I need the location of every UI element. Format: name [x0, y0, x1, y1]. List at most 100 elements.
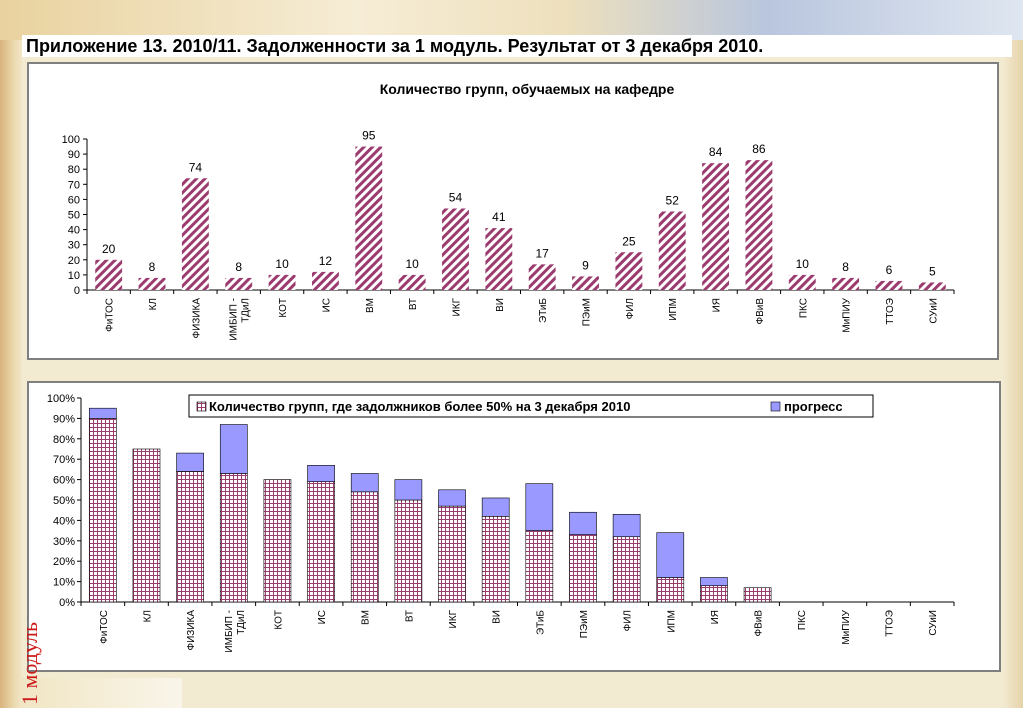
x-tick-label: КОТ	[278, 298, 289, 318]
x-tick-label: КОТ	[273, 610, 284, 630]
bar-debts	[263, 479, 292, 603]
x-tick-label: ВИ	[495, 298, 506, 312]
data-label: 25	[622, 234, 636, 248]
legend-box	[188, 394, 874, 418]
x-tick-label: ЭТиБ	[538, 298, 549, 323]
bar-debts	[219, 473, 248, 603]
x-tick-label: ПЭиМ	[579, 610, 590, 638]
bar-debts	[700, 585, 728, 603]
bar-debts	[394, 499, 423, 603]
y-tick-label: 10	[68, 270, 80, 282]
x-tick-label-line: ФИЗИКА	[191, 298, 202, 339]
x-tick-label-line: КЛ	[142, 610, 153, 622]
bar	[181, 178, 209, 290]
data-label: 10	[275, 257, 289, 271]
x-tick-label: ФиТОС	[99, 610, 110, 644]
bar	[485, 228, 513, 290]
data-label: 41	[492, 210, 506, 224]
bar-progress	[307, 465, 335, 482]
bar	[745, 160, 773, 290]
page-title: Приложение 13. 2010/11. Задолженности за…	[26, 36, 764, 56]
legend: Количество групп, где задолжников более …	[188, 394, 874, 418]
x-tick-label-line: ФИЗИКА	[186, 610, 197, 651]
data-label: 10	[796, 257, 810, 271]
bar-progress	[569, 511, 597, 535]
bar	[138, 277, 166, 290]
x-tick-label: ФВиВ	[754, 610, 765, 637]
bar-debts	[88, 418, 117, 603]
x-tick-label: ИПМ	[668, 298, 679, 321]
legend-label-progress: прогресс	[784, 399, 843, 414]
x-tick-label: ВМ	[361, 610, 372, 625]
bar-progress	[350, 473, 379, 493]
x-tick-label-line: ИКГ	[448, 609, 459, 628]
x-tick-label: КЛ	[142, 610, 153, 622]
bar-progress	[481, 497, 510, 517]
x-tick-label-line: ФВиВ	[754, 610, 765, 637]
bar-progress	[219, 424, 248, 474]
x-tick-label: СУиИ	[928, 298, 939, 324]
bar-progress	[88, 407, 117, 419]
x-tick-label-line: ТДиЛ	[236, 610, 247, 635]
bar	[918, 282, 946, 290]
x-tick-label-line: ВМ	[365, 298, 376, 313]
x-tick-label-line: ТДиЛ	[241, 298, 252, 323]
x-tick-label: ФВиВ	[755, 298, 766, 325]
y-tick-label: 100%	[47, 393, 75, 405]
data-label: 20	[102, 242, 116, 256]
x-tick-label-line: КЛ	[148, 298, 159, 310]
x-tick-label: СУиИ	[928, 610, 939, 636]
data-label: 95	[362, 129, 376, 143]
x-tick-label-line: ВИ	[495, 298, 506, 312]
bar-debts	[612, 536, 641, 603]
x-tick-label: ИЯ	[710, 610, 721, 624]
data-label: 54	[449, 190, 463, 204]
data-label: 52	[666, 193, 680, 207]
y-tick-label: 40%	[53, 515, 75, 527]
y-tick-label: 60%	[53, 475, 75, 487]
background-bottom-strip	[22, 678, 182, 708]
chart-groups-count: Количество групп, обучаемых на кафедре 0…	[62, 81, 955, 341]
x-tick-label: ЭТиБ	[535, 610, 546, 635]
x-tick-label: ВИ	[492, 610, 503, 624]
bar-debts	[656, 577, 685, 603]
bar	[398, 274, 426, 290]
x-tick-label-line: ПЭиМ	[582, 298, 593, 326]
y-tick-label: 60	[68, 194, 80, 206]
y-tick-label: 10%	[53, 577, 75, 589]
x-tick-label: ПКС	[797, 610, 808, 630]
legend-swatch-progress	[770, 401, 781, 412]
legend-swatch-debts	[196, 401, 207, 412]
y-tick-label: 30%	[53, 536, 75, 548]
x-tick-label-line: МиПИУ	[841, 609, 852, 644]
x-tick-label-line: КОТ	[273, 610, 284, 630]
bar-progress	[612, 513, 641, 538]
x-tick-label-line: МиПИУ	[842, 297, 853, 332]
bar-progress	[176, 452, 204, 472]
bar-progress	[656, 532, 685, 578]
x-tick-label: ТТОЭ	[885, 610, 896, 637]
x-tick-label-line: ИПМ	[666, 610, 677, 633]
x-tick-label: ИМБИП -ТДиЛ	[224, 610, 247, 653]
x-tick-label-line: ИПМ	[668, 298, 679, 321]
x-tick-label-line: ЭТиБ	[538, 298, 549, 323]
x-tick-label-line: ВИ	[492, 610, 503, 624]
x-tick-label-line: ВТ	[404, 610, 415, 622]
data-label: 17	[535, 246, 549, 260]
chart-debts-percent: Количество групп, где задолжников более …	[47, 393, 955, 653]
bar	[95, 259, 123, 290]
bar	[702, 163, 730, 290]
bar-progress	[438, 489, 466, 507]
x-tick-label: ИКГ	[451, 297, 462, 316]
bar	[528, 264, 556, 290]
chart-panel-debts: Количество групп, где задолжников более …	[27, 381, 1001, 672]
data-label: 8	[149, 260, 156, 274]
x-tick-label: ФИЛ	[625, 298, 636, 319]
x-tick-label: ФИЛ	[623, 610, 634, 631]
y-tick-label: 90%	[53, 413, 75, 425]
title-band	[22, 35, 1012, 57]
bar-debts	[307, 481, 335, 603]
x-tick-label-line: ЭТиБ	[535, 610, 546, 635]
x-tick-label-line: ИЯ	[710, 610, 721, 624]
bar-debts	[569, 534, 597, 603]
